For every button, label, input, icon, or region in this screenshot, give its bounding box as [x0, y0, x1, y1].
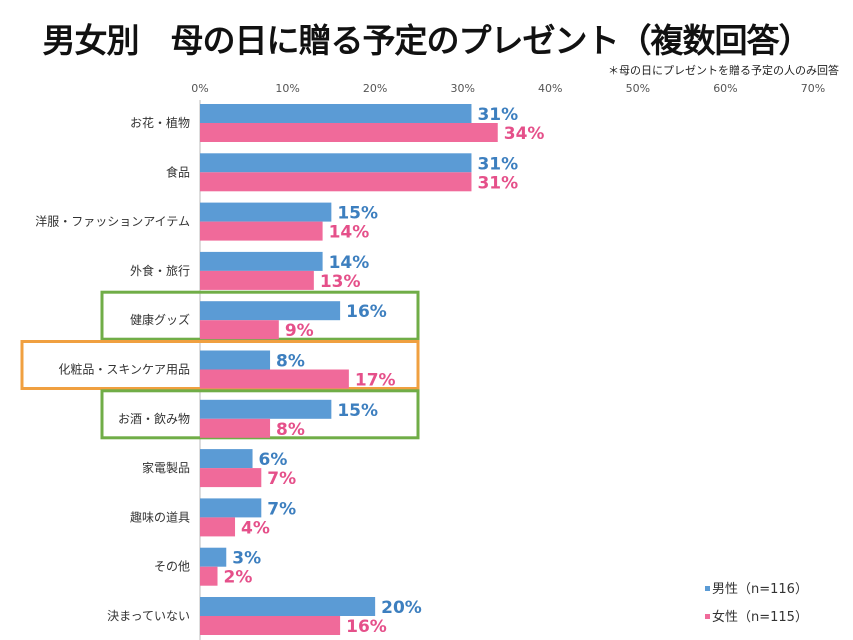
bar-male [200, 251, 323, 271]
bar-male [200, 104, 472, 123]
data-label: 9% [285, 321, 314, 341]
data-label: 16% [346, 302, 387, 322]
category-label: お酒・飲み物 [118, 411, 190, 426]
legend-label: 女性（n=115） [712, 609, 808, 625]
bar-female [200, 468, 262, 488]
bar-male [200, 547, 227, 567]
x-tick-label: 20% [363, 82, 387, 95]
x-tick-label: 50% [626, 82, 650, 95]
category-label: その他 [154, 560, 190, 574]
bar-female [200, 616, 341, 635]
bar-female [200, 320, 279, 340]
category-label: 外食・旅行 [130, 263, 190, 278]
category-label: 化粧品・スキンケア用品 [58, 363, 190, 377]
data-label: 7% [267, 499, 296, 519]
data-label: 8% [276, 352, 305, 372]
data-label: 31% [477, 154, 518, 174]
x-tick-label: 60% [713, 82, 737, 95]
bar-male [200, 449, 253, 469]
data-label: 3% [232, 549, 261, 569]
data-label: 31% [477, 173, 518, 193]
bar-female [200, 369, 349, 389]
bar-male [200, 597, 376, 616]
data-label: 16% [346, 617, 387, 637]
legend-swatch [705, 586, 710, 591]
category-label: 健康グッズ [130, 312, 190, 327]
category-label: お花・植物 [130, 115, 190, 130]
category-label: 決まっていない [107, 609, 190, 623]
data-label: 17% [355, 371, 396, 391]
data-label: 14% [329, 223, 370, 243]
bar-female [200, 123, 498, 142]
bar-male [200, 202, 332, 222]
chart-subtitle: ＊母の日にプレゼントを贈る予定の人のみ回答 [608, 64, 839, 77]
legend-swatch [705, 614, 710, 619]
bar-male [200, 153, 472, 173]
data-label: 4% [241, 518, 270, 538]
data-label: 6% [259, 450, 288, 470]
data-label: 7% [267, 469, 296, 489]
x-tick-label: 10% [275, 82, 299, 95]
bar-female [200, 517, 236, 537]
data-label: 15% [337, 401, 378, 421]
chart-title: 男女別 母の日に贈る予定のプレゼント（複数回答） [42, 21, 812, 60]
category-label: 趣味の道具 [130, 509, 190, 524]
category-label: 食品 [166, 164, 190, 179]
x-tick-label: 70% [801, 82, 825, 95]
data-label: 20% [381, 598, 422, 618]
bar-male [200, 399, 332, 419]
category-label: 家電製品 [142, 460, 190, 475]
x-tick-label: 30% [450, 82, 474, 95]
bar-female [200, 172, 472, 192]
bar-female [200, 221, 323, 241]
bar-male [200, 350, 271, 370]
x-tick-label: 40% [538, 82, 562, 95]
legend-label: 男性（n=116） [712, 582, 808, 597]
bar-female [200, 418, 271, 438]
data-label: 34% [504, 124, 545, 144]
data-label: 31% [477, 105, 518, 125]
bar-female [200, 566, 218, 586]
bar-female [200, 270, 314, 290]
data-label: 2% [224, 568, 253, 588]
category-label: 洋服・ファッションアイテム [35, 214, 190, 229]
data-label: 8% [276, 420, 305, 440]
data-label: 15% [337, 204, 378, 224]
data-label: 13% [320, 272, 361, 292]
bar-male [200, 301, 341, 321]
data-label: 14% [329, 253, 370, 273]
bar-male [200, 498, 262, 518]
x-tick-label: 0% [191, 82, 208, 95]
